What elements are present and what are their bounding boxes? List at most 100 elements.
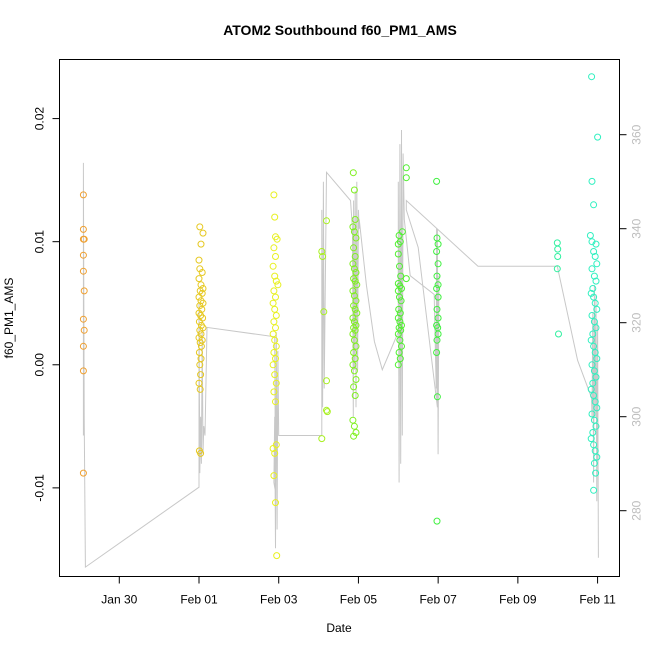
data-point	[398, 228, 406, 236]
data-point	[553, 239, 561, 247]
point-group-5	[394, 164, 410, 369]
data-point	[323, 377, 330, 385]
data-point	[395, 305, 403, 313]
data-point	[592, 277, 600, 285]
x-tick-label: Jan 30	[101, 593, 137, 607]
data-point	[272, 277, 280, 285]
data-point	[590, 367, 598, 375]
data-point	[434, 314, 442, 322]
data-point	[79, 251, 87, 259]
data-point	[402, 164, 410, 172]
data-point	[272, 342, 280, 350]
data-point	[79, 342, 87, 350]
data-point	[350, 292, 358, 300]
data-point	[195, 293, 203, 301]
data-point	[592, 324, 600, 332]
y2-tick-label: 300	[630, 406, 644, 426]
data-point	[350, 432, 358, 440]
data-point	[590, 486, 598, 494]
data-point	[350, 422, 358, 430]
data-point	[80, 287, 88, 295]
data-point	[433, 349, 441, 356]
data-point	[397, 297, 405, 305]
data-point	[349, 169, 357, 177]
data-point	[272, 379, 280, 387]
data-point	[351, 326, 359, 334]
data-point	[270, 244, 278, 252]
point-group-2	[269, 191, 282, 560]
x-tick-label: Feb 09	[499, 593, 537, 607]
data-point	[79, 315, 87, 323]
data-point	[590, 201, 598, 209]
y-axis-label: f60_PM1_AMS	[2, 278, 16, 359]
x-tick-label: Feb 07	[419, 593, 457, 607]
data-point	[350, 302, 358, 310]
data-point	[274, 281, 282, 289]
y2-tick-label: 280	[630, 500, 644, 520]
data-point	[323, 406, 330, 414]
data-point	[197, 449, 205, 457]
data-point	[196, 385, 204, 393]
y-tick-label: 0.00	[33, 353, 47, 377]
data-point	[589, 379, 597, 387]
data-point	[434, 240, 442, 248]
data-point	[351, 392, 359, 399]
data-point	[352, 269, 360, 276]
data-point	[272, 293, 279, 301]
data-point	[398, 321, 405, 329]
data-point	[434, 260, 442, 268]
data-point	[394, 250, 402, 258]
data-point	[352, 234, 360, 242]
data-point	[593, 453, 601, 461]
data-point	[272, 398, 279, 406]
data-point	[196, 339, 204, 347]
data-point	[588, 410, 596, 418]
y2-tick-label: 360	[630, 124, 644, 144]
data-point	[271, 213, 279, 221]
data-point	[592, 373, 600, 381]
x-axis-label: Date	[326, 621, 352, 635]
data-point	[272, 312, 280, 319]
data-point	[351, 305, 359, 313]
plot-area	[59, 59, 620, 577]
data-point	[350, 186, 358, 194]
data-point	[271, 371, 279, 379]
data-point	[589, 330, 597, 338]
data-point	[350, 367, 358, 375]
data-point	[195, 256, 203, 264]
data-point	[198, 269, 206, 276]
data-point	[195, 275, 203, 283]
point-group-0	[79, 191, 88, 477]
data-point	[349, 314, 357, 322]
data-point	[350, 244, 358, 252]
data-point	[433, 285, 441, 292]
data-point	[402, 174, 410, 182]
data-point	[270, 388, 278, 396]
data-point	[79, 469, 87, 477]
data-point	[397, 326, 405, 334]
data-point	[323, 217, 330, 225]
data-point	[590, 392, 598, 399]
data-point	[586, 232, 594, 239]
data-point	[350, 228, 358, 236]
data-point	[273, 235, 281, 243]
data-point	[272, 441, 280, 449]
data-point	[588, 312, 596, 319]
secondary-series-line	[82, 129, 599, 569]
data-point	[196, 265, 204, 273]
data-point	[199, 229, 207, 237]
data-point	[318, 248, 326, 255]
data-point	[353, 281, 361, 289]
data-point	[319, 253, 327, 260]
data-point	[433, 177, 441, 185]
data-point	[270, 287, 278, 295]
data-point	[196, 361, 204, 369]
data-point	[352, 321, 360, 329]
point-group-8	[586, 73, 602, 494]
data-point	[353, 309, 361, 317]
data-point	[588, 265, 596, 273]
chart-title: ATOM2 Southbound f60_PM1_AMS	[223, 22, 457, 38]
data-point	[433, 393, 441, 401]
data-point	[396, 355, 404, 363]
data-point	[352, 429, 360, 436]
